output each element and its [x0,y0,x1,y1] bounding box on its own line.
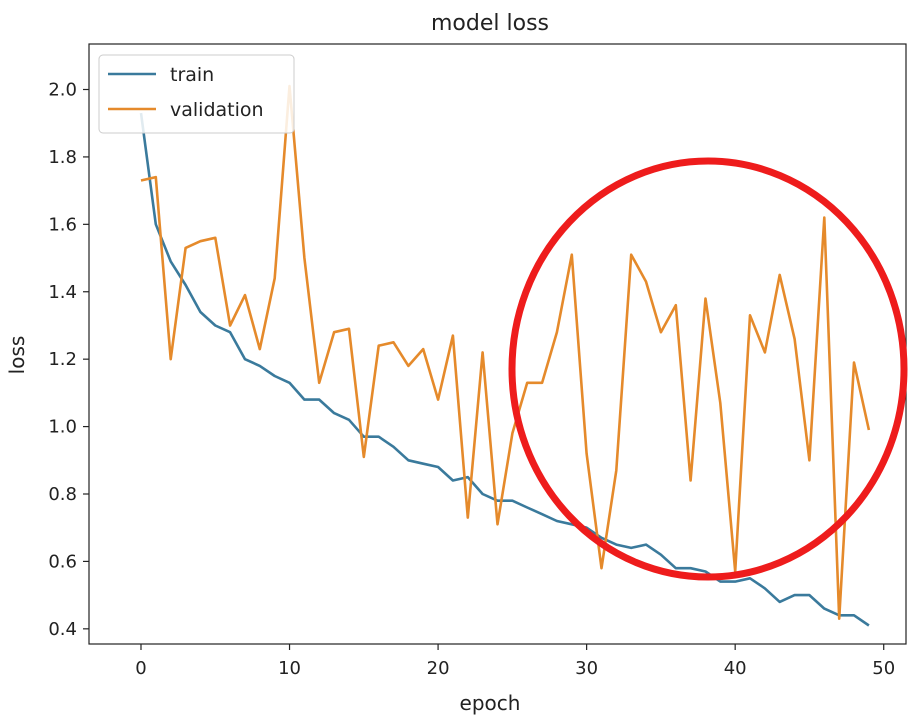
x-tick-label: 0 [135,658,146,679]
y-tick-label: 1.8 [48,147,77,168]
legend-label-validation: validation [170,99,264,121]
y-tick-label: 0.4 [48,619,77,640]
y-tick-label: 1.0 [48,417,77,438]
legend-label-train: train [170,64,214,86]
x-tick-label: 20 [427,658,450,679]
x-axis-label: epoch [460,691,521,715]
plot-lines [139,84,871,627]
series-line-train [139,112,870,627]
y-tick-label: 1.4 [48,282,77,303]
x-axis: 0 10 20 30 40 50 [135,644,895,679]
legend: train validation [98,54,295,134]
y-tick-label: 0.6 [48,551,77,572]
y-axis-label: loss [5,336,29,375]
x-tick-label: 40 [724,658,747,679]
y-tick-label: 1.6 [48,214,77,235]
y-tick-label: 1.2 [48,349,77,370]
x-tick-label: 30 [575,658,598,679]
series-line-validation [140,84,871,621]
y-tick-label: 2.0 [48,80,77,101]
chart-title: model loss [431,11,549,36]
x-tick-label: 50 [872,658,895,679]
x-tick-label: 10 [278,658,301,679]
y-axis: 0.4 0.6 0.8 1.0 1.2 1.4 1.6 1.8 2.0 [48,80,89,640]
y-tick-label: 0.8 [48,484,77,505]
plot-frame [88,43,907,645]
highlight-ellipse [508,157,908,581]
